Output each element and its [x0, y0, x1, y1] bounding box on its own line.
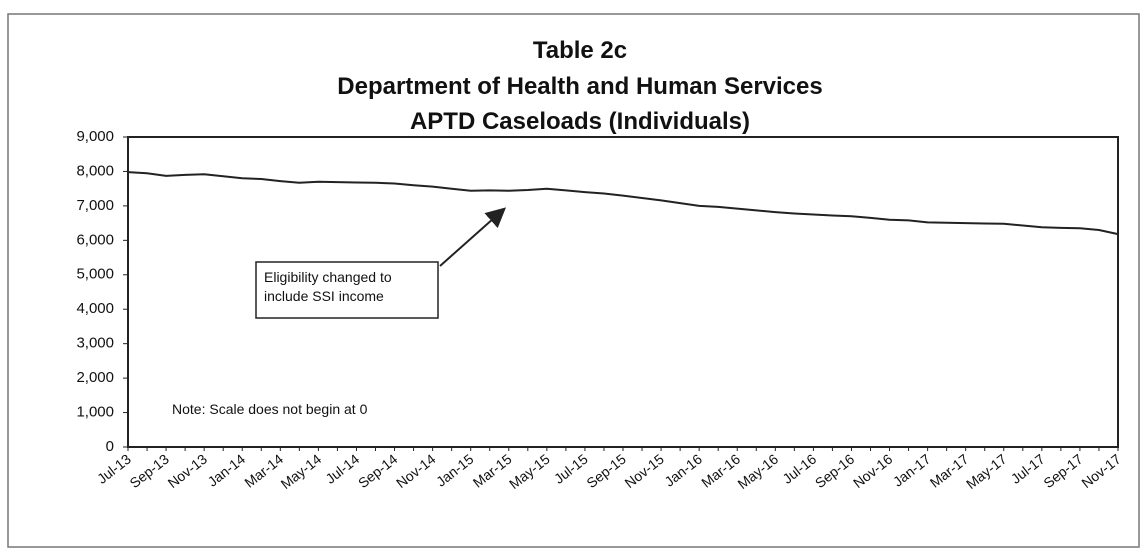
x-tick-label: Sep-17: [1040, 451, 1086, 492]
title-line: Department of Health and Human Services: [337, 73, 822, 100]
y-tick-label: 7,000: [76, 197, 114, 214]
x-tick-label: Nov-15: [622, 451, 668, 492]
x-tick-label: Nov-16: [850, 451, 896, 492]
x-tick-label: May-16: [735, 451, 782, 492]
y-tick-label: 9,000: [76, 128, 114, 145]
x-tick-label: Sep-15: [583, 451, 629, 492]
x-tick-label: Nov-13: [165, 451, 211, 492]
x-tick-label: Nov-14: [393, 451, 439, 492]
x-tick-label: Sep-13: [126, 451, 172, 492]
title-line: APTD Caseloads (Individuals): [410, 108, 750, 135]
x-tick-label: Jan-17: [890, 451, 934, 490]
y-tick-label: 8,000: [76, 162, 114, 179]
y-tick-label: 1,000: [76, 404, 114, 421]
chart-border: [7, 13, 1140, 548]
x-tick-label: May-14: [278, 451, 325, 492]
callout-text: include SSI income: [264, 288, 384, 304]
y-tick-label: 0: [106, 438, 114, 455]
x-tick-label: Jan-15: [433, 451, 477, 490]
x-tick-label: Sep-14: [355, 451, 401, 492]
x-tick-label: Nov-17: [1078, 451, 1124, 492]
x-tick-label: Mar-15: [470, 451, 515, 491]
x-tick-label: Mar-16: [698, 451, 743, 491]
x-tick-label: May-15: [506, 451, 553, 492]
y-tick-label: 2,000: [76, 369, 114, 386]
x-tick-label: May-17: [963, 451, 1010, 492]
callout-arrow: [439, 207, 506, 267]
title-line: Table 2c: [533, 37, 627, 64]
callout-box: [255, 261, 439, 319]
data-line: [127, 171, 1119, 236]
note: Note: Scale does not begin at 0: [172, 401, 368, 417]
y-tick-label: 6,000: [76, 231, 114, 248]
y-tick-label: 3,000: [76, 335, 114, 352]
y-tick-label: 5,000: [76, 266, 114, 283]
callout-text: Eligibility changed to: [264, 269, 392, 285]
x-tick-label: Jan-16: [661, 451, 705, 490]
y-tick-label: 4,000: [76, 300, 114, 317]
x-tick-label: Jan-14: [204, 451, 248, 490]
x-tick-label: Mar-14: [241, 451, 286, 491]
x-tick-label: Sep-16: [812, 451, 858, 492]
x-tick-label: Mar-17: [927, 451, 972, 491]
